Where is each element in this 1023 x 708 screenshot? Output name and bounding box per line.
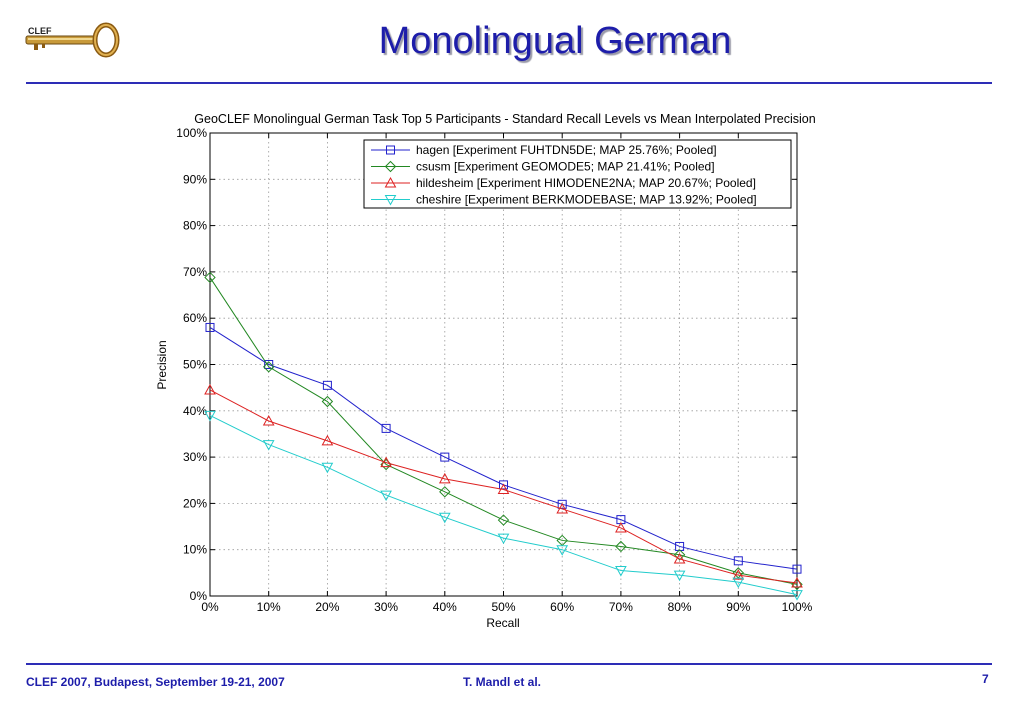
footer-conference: CLEF 2007, Budapest, September 19-21, 20… bbox=[26, 675, 285, 689]
data-point-marker bbox=[791, 590, 803, 601]
data-point-marker bbox=[732, 569, 745, 580]
y-tick-label: 40% bbox=[183, 404, 207, 418]
data-point-marker bbox=[499, 480, 508, 490]
x-tick-label: 10% bbox=[257, 600, 281, 614]
y-tick-label: 70% bbox=[183, 265, 207, 279]
legend-item: cheshire [Experiment BERKMODEBASE; MAP 1… bbox=[371, 193, 757, 207]
data-point-marker bbox=[497, 483, 510, 495]
y-tick-label: 50% bbox=[183, 358, 207, 372]
x-tick-label: 20% bbox=[315, 600, 339, 614]
data-point-marker bbox=[673, 570, 686, 582]
data-point-marker bbox=[438, 472, 451, 484]
axis-ticks: 0% 10% 20% 30% 40% 50% 60% 70% 80% 90% 100% 0% 10% 20… bbox=[176, 126, 812, 614]
data-point-marker bbox=[262, 440, 275, 451]
series-1 bbox=[204, 271, 803, 591]
data-point-marker bbox=[384, 160, 397, 173]
data-point-marker bbox=[615, 540, 627, 553]
data-point-marker bbox=[384, 195, 397, 206]
series-line bbox=[209, 277, 798, 585]
data-point-marker bbox=[732, 577, 745, 589]
data-point-marker bbox=[557, 499, 567, 509]
x-axis-label: Recall bbox=[486, 616, 519, 630]
data-point-marker bbox=[205, 322, 215, 332]
data-point-marker bbox=[321, 395, 334, 408]
x-tick-label: 70% bbox=[609, 600, 633, 614]
legend: hagen [Experiment FUHTDN5DE; MAP 25.76%;… bbox=[363, 139, 792, 209]
data-point-marker bbox=[791, 577, 803, 588]
data-point-marker bbox=[733, 556, 743, 566]
bottom-divider bbox=[26, 663, 992, 665]
data-point-marker bbox=[792, 564, 802, 574]
series-line bbox=[209, 389, 798, 584]
data-point-marker bbox=[204, 410, 216, 422]
data-point-marker bbox=[440, 452, 450, 462]
y-tick-label: 0% bbox=[190, 589, 208, 603]
data-point-marker bbox=[264, 360, 274, 369]
data-point-marker bbox=[384, 176, 397, 188]
data-point-marker bbox=[204, 383, 216, 395]
y-tick-label: 80% bbox=[183, 219, 207, 233]
data-point-marker bbox=[380, 490, 392, 502]
data-point-marker bbox=[615, 566, 627, 577]
series-line bbox=[209, 414, 798, 596]
x-tick-label: 50% bbox=[491, 600, 515, 614]
data-point-marker bbox=[556, 502, 569, 514]
data-point-marker bbox=[322, 380, 332, 390]
legend-item: hildesheim [Experiment HIMODENE2NA; MAP … bbox=[371, 176, 756, 190]
data-point-marker bbox=[204, 271, 216, 284]
top-divider bbox=[26, 82, 992, 84]
data-point-marker bbox=[497, 514, 510, 526]
data-point-marker bbox=[439, 486, 451, 498]
y-tick-label: 10% bbox=[183, 543, 207, 557]
chart-title: GeoCLEF Monolingual German Task Top 5 Pa… bbox=[194, 112, 815, 126]
legend-label: hagen [Experiment FUHTDN5DE; MAP 25.76%;… bbox=[416, 143, 717, 157]
series-2 bbox=[204, 383, 803, 588]
slide-title: Monolingual German bbox=[378, 20, 732, 62]
x-tick-label: 0% bbox=[201, 600, 219, 614]
page-number: 7 bbox=[982, 672, 989, 686]
data-point-marker bbox=[381, 423, 391, 433]
data-point-marker bbox=[386, 145, 395, 155]
data-point-marker bbox=[556, 545, 569, 556]
y-tick-label: 20% bbox=[183, 496, 207, 510]
legend-item: csusm [Experiment GEOMODE5; MAP 21.41%; … bbox=[371, 160, 715, 174]
y-tick-label: 60% bbox=[183, 311, 207, 325]
x-tick-label: 30% bbox=[374, 600, 398, 614]
data-point-marker bbox=[673, 552, 686, 564]
data-point-marker bbox=[615, 521, 627, 533]
clef-logo: CLEF bbox=[25, 22, 120, 58]
data-point-marker bbox=[673, 549, 686, 561]
data-point-marker bbox=[262, 414, 275, 426]
x-tick-label: 80% bbox=[668, 600, 692, 614]
y-tick-label: 100% bbox=[176, 126, 207, 140]
series-3 bbox=[204, 410, 803, 601]
legend-label: cheshire [Experiment BERKMODEBASE; MAP 1… bbox=[416, 193, 757, 207]
legend-box bbox=[363, 139, 792, 209]
x-tick-label: 90% bbox=[726, 600, 750, 614]
data-point-marker bbox=[321, 434, 334, 446]
x-tick-label: 100% bbox=[782, 600, 813, 614]
svg-text:CLEF: CLEF bbox=[28, 26, 52, 36]
data-point-marker bbox=[497, 533, 510, 545]
legend-label: csusm [Experiment GEOMODE5; MAP 21.41%; … bbox=[416, 160, 715, 174]
x-tick-label: 40% bbox=[433, 600, 457, 614]
y-tick-label: 30% bbox=[183, 450, 207, 464]
precision-recall-chart: GeoCLEF Monolingual German Task Top 5 Pa… bbox=[155, 112, 816, 630]
footer-authors: T. Mandl et al. bbox=[463, 675, 542, 689]
data-point-marker bbox=[438, 512, 451, 524]
data-point-marker bbox=[321, 462, 334, 474]
series-layer bbox=[204, 271, 803, 601]
y-axis-label: Precision bbox=[155, 340, 169, 389]
data-point-marker bbox=[262, 361, 275, 373]
x-tick-label: 60% bbox=[550, 600, 574, 614]
y-tick-label: 90% bbox=[183, 172, 207, 186]
legend-item: hagen [Experiment FUHTDN5DE; MAP 25.76%;… bbox=[371, 143, 717, 157]
legend-label: hildesheim [Experiment HIMODENE2NA; MAP … bbox=[416, 176, 756, 190]
data-point-marker bbox=[380, 456, 392, 468]
